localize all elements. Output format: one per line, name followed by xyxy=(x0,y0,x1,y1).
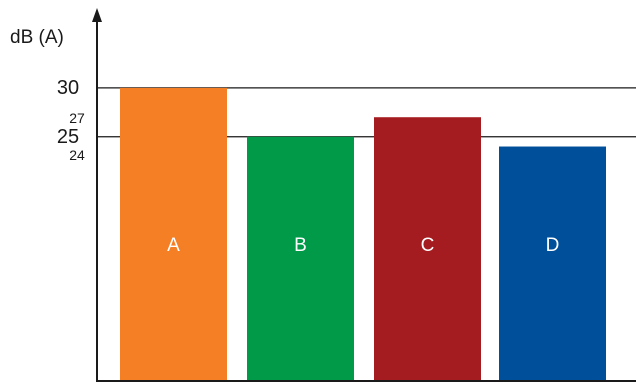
y-tick-label-25: 25 xyxy=(57,126,79,148)
bars xyxy=(120,87,606,382)
bar-label-c: C xyxy=(421,235,435,256)
y-axis-title: dB (A) xyxy=(10,27,64,48)
bar-label-a: A xyxy=(167,235,180,256)
bar-b xyxy=(247,136,354,381)
axes xyxy=(92,8,636,382)
bar-label-d: D xyxy=(546,235,560,256)
bar-label-b: B xyxy=(294,235,307,256)
y-tick-label-27: 27 xyxy=(69,110,85,126)
bar-labels: A B C D xyxy=(167,235,559,256)
bar-c xyxy=(374,117,481,382)
y-axis-arrow-icon xyxy=(92,8,102,22)
y-tick-label-24: 24 xyxy=(69,147,85,163)
bar-d xyxy=(499,146,606,381)
y-tick-label-30: 30 xyxy=(57,77,79,99)
bar-a xyxy=(120,87,227,382)
